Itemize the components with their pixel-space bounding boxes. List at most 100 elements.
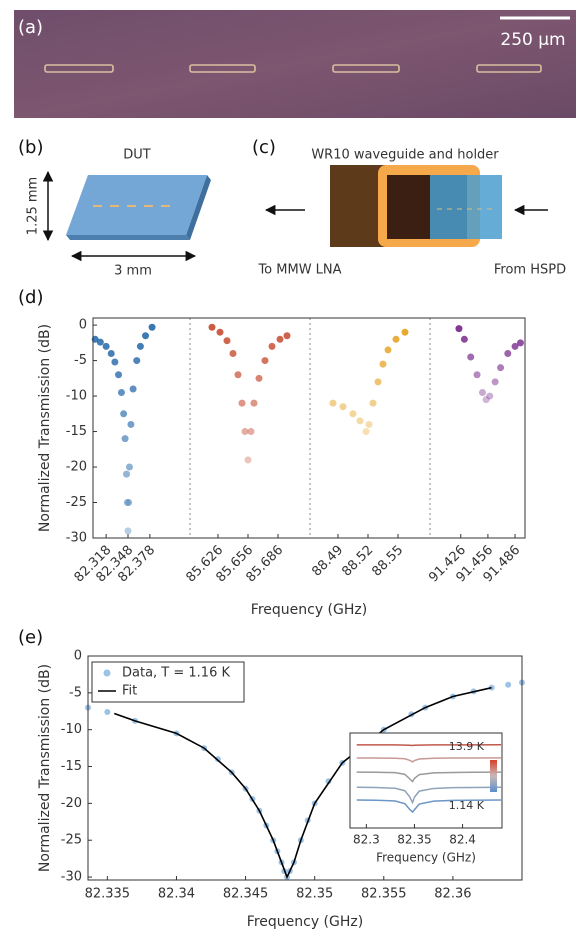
inset-trace: [356, 786, 502, 805]
data-point: [96, 338, 104, 346]
y-tick-label: -5: [69, 685, 82, 700]
y-tick-label: -25: [61, 833, 82, 848]
chip: [66, 175, 207, 235]
data-point: [384, 346, 392, 354]
x-tick-label: 82.34: [158, 887, 195, 902]
data-point: [107, 349, 115, 357]
data-point: [223, 337, 231, 345]
data-point: [379, 360, 387, 368]
plot-frame: [87, 655, 523, 881]
data-point: [491, 378, 499, 386]
data-point: [511, 342, 519, 350]
data-point: [244, 456, 252, 464]
panel-label: (c): [252, 137, 276, 158]
data-point: [234, 371, 242, 379]
data-point: [365, 420, 373, 428]
y-tick-label: -30: [61, 870, 82, 885]
y-tick-label: 0: [74, 649, 82, 664]
data-point: [283, 332, 291, 340]
x-tick-label: 82.4: [449, 833, 476, 847]
panel-label: (b): [18, 137, 43, 158]
x-tick-label: 88.49: [309, 543, 346, 580]
data-point: [460, 335, 468, 343]
x-tick-label: 82.35: [397, 833, 431, 847]
data-point: [467, 353, 475, 361]
data-point: [111, 358, 119, 366]
data-point: [369, 399, 377, 407]
chip-edge: [66, 235, 190, 240]
data-point: [261, 357, 269, 365]
y-tick-label: -15: [61, 759, 82, 774]
x-tick-label: 82.345: [223, 887, 269, 902]
chip-edge: [186, 175, 211, 240]
holder-title: WR10 waveguide and holder: [311, 148, 499, 163]
data-point: [497, 364, 505, 372]
y-tick-label: -15: [66, 424, 87, 439]
x-tick-label: 82.355: [361, 887, 407, 902]
data-point: [392, 335, 400, 343]
data-point: [374, 378, 382, 386]
y-axis-label: Normalized Transmission (dB): [37, 324, 53, 532]
chip-height: 1.25 mm: [26, 177, 41, 235]
x-axis-label: Frequency (GHz): [376, 851, 476, 865]
y-tick-label: -10: [66, 389, 87, 404]
data-point: [208, 323, 216, 331]
input-label: From HSPD: [494, 263, 566, 278]
legend-swatch: [103, 669, 111, 677]
panel-label: (a): [18, 17, 43, 38]
x-tick-label: 82.3: [353, 833, 380, 847]
colorbar: [490, 760, 497, 792]
data-point: [104, 709, 111, 715]
plot-frame: [92, 317, 526, 539]
x-tick-label: 82.335: [85, 887, 131, 902]
data-point: [133, 357, 141, 365]
data-point: [349, 410, 357, 418]
y-tick-label: -20: [66, 460, 87, 475]
panel-label: (d): [18, 287, 43, 308]
y-axis-label: Normalized Transmission (dB): [37, 664, 53, 872]
legend-label: Data, T = 1.16 K: [122, 666, 230, 681]
chip-width: 3 mm: [114, 264, 152, 279]
micrograph: [14, 10, 576, 118]
data-point: [238, 399, 246, 407]
data-point: [125, 499, 133, 507]
inset-trace: [356, 771, 502, 783]
inset-trace: [356, 757, 502, 763]
data-point: [455, 325, 463, 333]
x-tick-label: 82.36: [434, 887, 471, 902]
data-point: [129, 385, 137, 393]
data-point: [115, 371, 123, 379]
data-point: [486, 392, 494, 400]
data-point: [125, 463, 133, 471]
resonators: [44, 64, 542, 73]
inset-trace: [356, 743, 502, 747]
y-tick-label: -25: [66, 495, 87, 510]
x-tick-label: 88.55: [369, 543, 406, 580]
data-point: [329, 399, 337, 407]
data-point: [505, 681, 512, 688]
data-point: [255, 374, 263, 382]
data-point: [247, 428, 255, 436]
chip: [430, 175, 502, 239]
x-tick-label: 82.35: [296, 887, 333, 902]
y-tick-label: -30: [66, 531, 87, 546]
data-point: [268, 342, 276, 350]
data-point: [123, 499, 131, 507]
data-point: [102, 342, 110, 350]
fit-line: [113, 686, 492, 880]
x-axis-label: Frequency (GHz): [251, 602, 367, 618]
legend-label: Fit: [122, 684, 137, 699]
data-point: [473, 371, 481, 379]
y-tick-label: -20: [61, 796, 82, 811]
y-tick-label: -5: [74, 353, 87, 368]
data-point: [229, 349, 237, 357]
data-point: [120, 410, 128, 418]
data-point: [136, 342, 144, 350]
data-point: [241, 428, 249, 436]
data-point: [478, 389, 486, 397]
data-point: [250, 399, 258, 407]
x-tick-label: 88.52: [339, 543, 376, 580]
legend-box: [91, 661, 245, 703]
data-point: [123, 470, 131, 478]
